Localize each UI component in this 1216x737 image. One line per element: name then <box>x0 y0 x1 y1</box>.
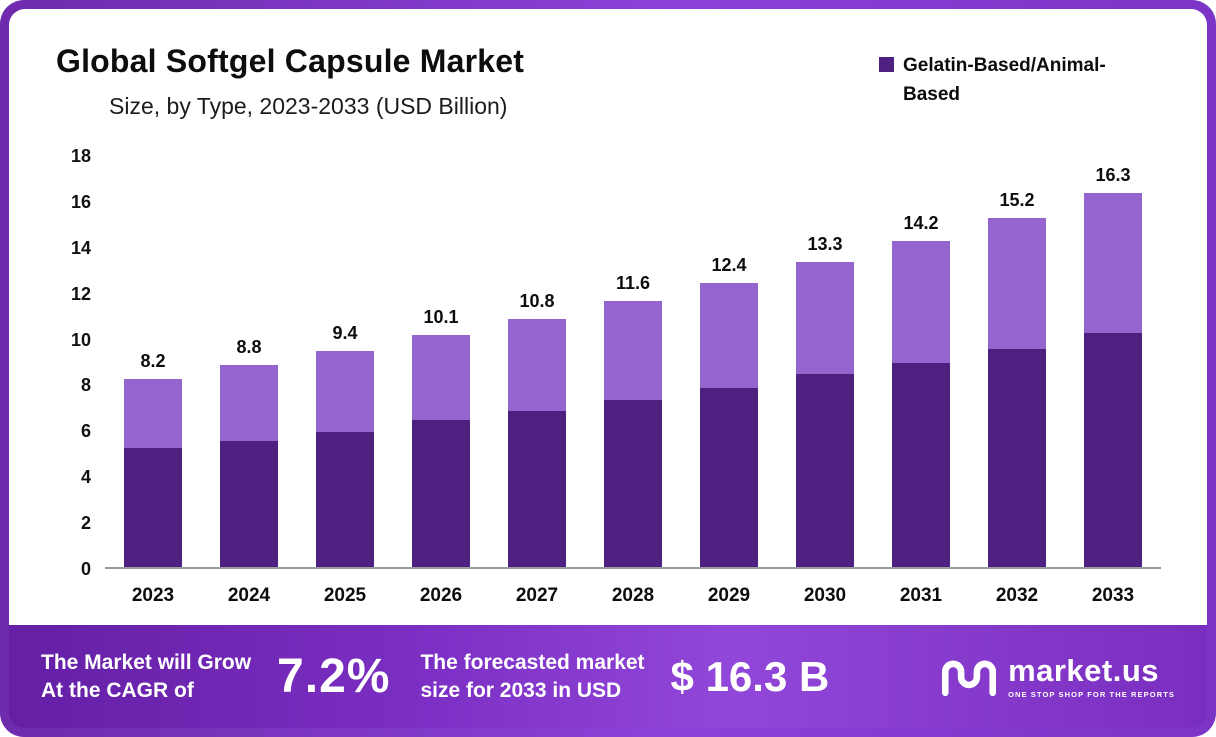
bar-segment-gelatin <box>988 349 1046 567</box>
forecast-value: $ 16.3 B <box>670 652 830 700</box>
bar-value-label: 14.2 <box>903 213 939 234</box>
forecast-label-line1: The forecasted market <box>420 651 645 675</box>
bar-segment-gelatin <box>412 420 470 567</box>
x-axis-label: 2029 <box>707 585 751 606</box>
bar-group: 13.3 <box>777 156 873 567</box>
bar-value-label: 12.4 <box>711 254 747 275</box>
page-subtitle: Size, by Type, 2023-2033 (USD Billion) <box>109 93 508 119</box>
bar-segment-gelatin <box>604 399 662 567</box>
x-axis-label: 2027 <box>515 585 559 606</box>
marketus-tagline: ONE STOP SHOP FOR THE REPORTS <box>1008 689 1175 699</box>
cagr-label: The Market will Grow At the CAGR of <box>41 649 251 704</box>
bar-value-label: 11.6 <box>615 272 651 293</box>
bar-segment-upper <box>604 300 662 400</box>
bar-group: 10.1 <box>393 156 489 567</box>
marketus-logo: market.us ONE STOP SHOP FOR THE REPORTS <box>940 655 1175 699</box>
cagr-value: 7.2% <box>277 650 391 703</box>
page-title: Global Softgel Capsule Market <box>56 43 525 79</box>
bar-segment-upper <box>316 351 374 432</box>
bar-group: 11.6 <box>585 156 681 567</box>
y-tick-label: 12 <box>70 283 91 304</box>
bar-segment-upper <box>412 335 470 421</box>
bar-segment-gelatin <box>508 410 566 567</box>
x-axis-label: 2028 <box>611 585 655 606</box>
x-axis-label: 2033 <box>1091 585 1135 606</box>
legend-label: Gelatin-Based/Animal-Based <box>903 55 1106 106</box>
bar-segment-upper <box>892 241 950 363</box>
bar-segment-upper <box>988 218 1046 350</box>
legend-swatch-icon <box>879 57 894 72</box>
y-tick-label: 14 <box>70 237 91 258</box>
cagr-label-line2: At the CAGR of <box>41 678 194 702</box>
x-axis-label: 2023 <box>131 585 175 606</box>
x-axis: 2023 2024 2025 2026 2027 2028 2029 2030 2031 2032… <box>105 585 1161 607</box>
x-axis-label: 2025 <box>323 585 367 606</box>
bar-segment-gelatin <box>124 447 182 567</box>
bar-group: 8.2 <box>105 156 201 567</box>
chart-card: Global Softgel Capsule Market Size, by T… <box>9 9 1207 625</box>
marketus-logo-text: market.us <box>1008 652 1160 688</box>
bar-group: 14.2 <box>873 156 969 567</box>
banner: The Market will Grow At the CAGR of 7.2%… <box>9 625 1207 728</box>
bar-group: 12.4 <box>681 156 777 567</box>
bar-segment-upper <box>508 319 566 411</box>
bar-group: 9.4 <box>297 156 393 567</box>
bar-group: 16.3 <box>1065 156 1161 567</box>
bar-value-label: 13.3 <box>807 233 843 254</box>
y-axis: 0 2 4 6 8 10 12 14 16 18 <box>37 146 91 579</box>
bar-segment-upper <box>1084 193 1142 333</box>
bar-value-label: 10.8 <box>519 291 555 312</box>
marketus-logo-icon <box>942 660 997 696</box>
bar-value-label: 16.3 <box>1095 165 1131 186</box>
x-axis-label: 2032 <box>995 585 1039 606</box>
forecast-label: The forecasted market size for 2033 in U… <box>420 649 644 704</box>
forecast-label-line2: size for 2033 in USD <box>420 678 622 702</box>
bar-segment-upper <box>796 261 854 375</box>
bar-segment-gelatin <box>220 440 278 567</box>
x-axis-label: 2030 <box>803 585 847 606</box>
y-tick-label: 2 <box>80 513 91 534</box>
y-tick-label: 18 <box>70 146 91 166</box>
bar-value-label: 8.8 <box>236 337 262 358</box>
bar-group: 10.8 <box>489 156 585 567</box>
plot-area: 8.2 8.8 9.4 10.1 10.8 11.6 12.4 13.3 14.2 15.2 16.… <box>105 156 1161 569</box>
bar-segment-gelatin <box>1084 332 1142 567</box>
y-tick-label: 6 <box>80 421 91 442</box>
y-tick-label: 10 <box>70 329 91 350</box>
bar-segment-upper <box>220 365 278 441</box>
y-tick-label: 0 <box>80 559 91 579</box>
bar-segment-upper <box>124 378 182 448</box>
bar-segment-upper <box>700 282 758 389</box>
bar-group: 8.8 <box>201 156 297 567</box>
bar-group: 15.2 <box>969 156 1065 567</box>
x-axis-label: 2031 <box>899 585 943 606</box>
legend: Gelatin-Based/Animal-Based <box>879 51 1159 110</box>
bar-value-label: 8.2 <box>140 350 166 371</box>
bar-value-label: 9.4 <box>332 323 358 344</box>
cagr-label-line1: The Market will Grow <box>41 651 252 675</box>
bar-segment-gelatin <box>700 388 758 567</box>
x-axis-label: 2024 <box>227 585 271 606</box>
bar-segment-gelatin <box>796 374 854 567</box>
y-tick-label: 8 <box>80 375 91 396</box>
y-tick-label: 16 <box>70 191 91 212</box>
bar-value-label: 10.1 <box>423 307 459 328</box>
bar-segment-gelatin <box>892 362 950 567</box>
bar-segment-gelatin <box>316 431 374 567</box>
bar-value-label: 15.2 <box>999 190 1035 211</box>
y-tick-label: 4 <box>80 467 91 488</box>
x-axis-label: 2026 <box>419 585 463 606</box>
